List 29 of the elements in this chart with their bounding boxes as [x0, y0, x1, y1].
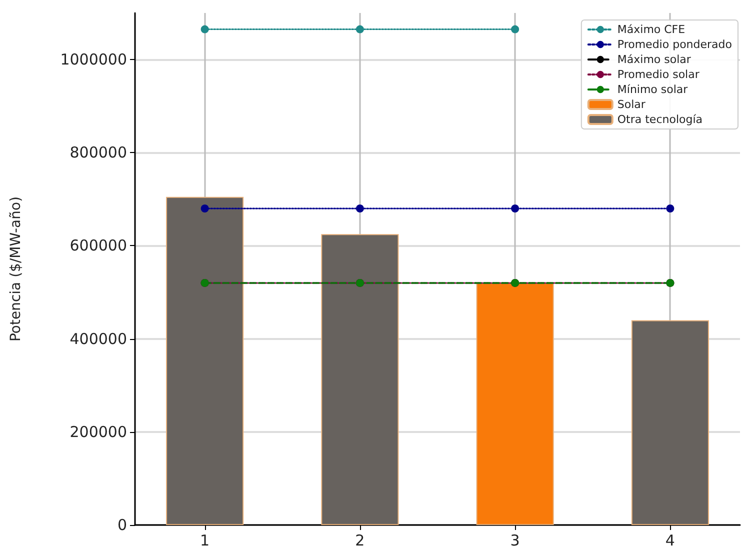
point: [200, 204, 209, 212]
y-tick-label: 0: [117, 516, 127, 534]
legend-label: Máximo solar: [617, 53, 692, 66]
x-tick-label: 4: [665, 532, 675, 550]
bar: [631, 320, 709, 525]
legend-label: Máximo CFE: [617, 23, 686, 36]
y-tick-label: 200000: [70, 422, 127, 441]
legend-label: Otra tecnología: [617, 113, 703, 126]
bar: [321, 234, 399, 525]
legend-label: Solar: [617, 98, 646, 111]
point: [511, 25, 520, 34]
legend-label: Promedio solar: [617, 68, 700, 81]
x-tick-label: 1: [200, 532, 210, 550]
x-tick-label: 2: [355, 532, 365, 550]
y-tick-label: 1000000: [60, 50, 127, 69]
bar: [476, 282, 554, 525]
point: [356, 204, 364, 212]
legend-label: Mínimo solar: [617, 83, 688, 96]
y-axis-title: Potencia ($/MW-año): [8, 196, 24, 342]
y-tick-label: 600000: [70, 236, 127, 255]
legend-label: Promedio ponderado: [617, 38, 732, 51]
point: [200, 25, 209, 34]
y-tick-label: 400000: [70, 330, 127, 348]
x-tick-label: 3: [510, 532, 520, 550]
bar: [166, 196, 244, 525]
point: [666, 204, 674, 212]
y-tick-label: 800000: [70, 144, 127, 162]
point: [511, 204, 520, 212]
point: [356, 25, 364, 34]
